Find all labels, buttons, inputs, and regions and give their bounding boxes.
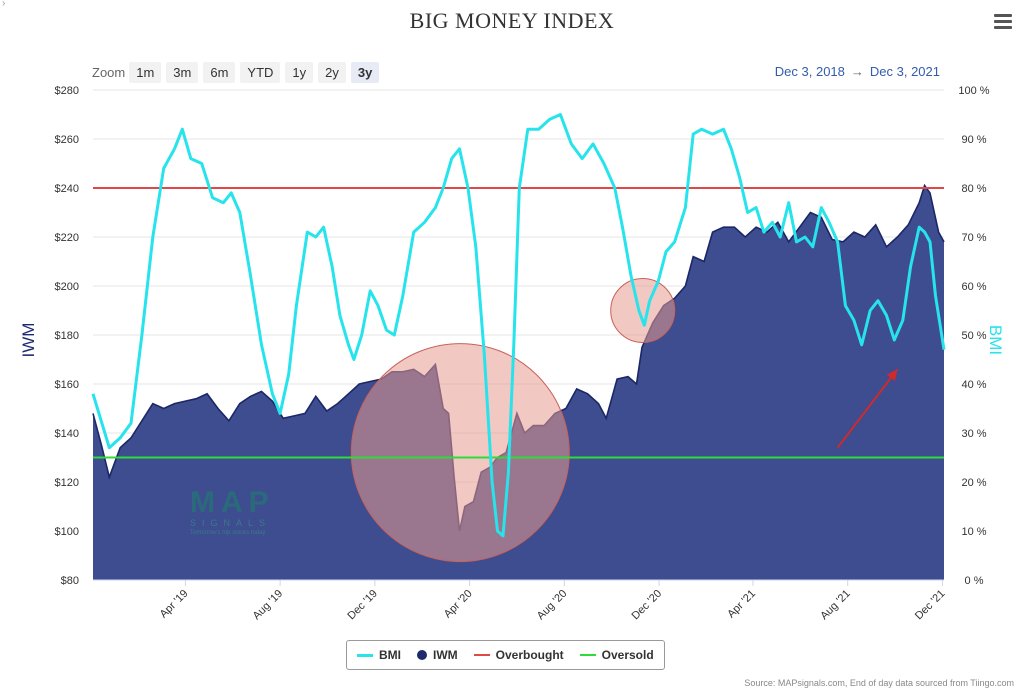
- y-left-tick-label: $80: [61, 575, 79, 587]
- date-range: Dec 3, 2018 → Dec 3, 2021: [775, 64, 940, 79]
- zoom-1y-button[interactable]: 1y: [285, 62, 314, 83]
- y-right-tick-label: 100 %: [958, 85, 989, 97]
- y-right-tick-label: 80 %: [961, 183, 986, 195]
- x-tick-label: Aug '21: [818, 588, 853, 623]
- zoom-label: Zoom: [92, 65, 126, 80]
- range-to[interactable]: Dec 3, 2021: [869, 64, 940, 79]
- y-left-tick-label: $220: [55, 232, 79, 244]
- x-tick-label: Dec '20: [630, 588, 665, 623]
- y-right-axis-title: BMI: [986, 325, 1005, 355]
- y-right-tick-label: 30 %: [961, 428, 986, 440]
- legend-label: IWM: [433, 648, 458, 662]
- y-left-tick-label: $120: [55, 477, 79, 489]
- bmi-line: [91, 113, 946, 538]
- highlight-circle: [610, 278, 676, 343]
- logo-sub: SIGNALS: [190, 518, 272, 528]
- zoom-controls: Zoom 1m 3m 6m YTD 1y 2y 3y: [92, 62, 384, 83]
- zoom-3y-button[interactable]: 3y: [350, 62, 380, 83]
- legend-label: Oversold: [601, 648, 654, 662]
- hamburger-menu-icon[interactable]: [994, 14, 1012, 30]
- y-left-tick-label: $200: [55, 281, 79, 293]
- chart-legend: BMI IWM Overbought Oversold: [346, 640, 665, 670]
- x-tick-label: Apr '21: [725, 588, 758, 621]
- y-left-tick-label: $260: [55, 134, 79, 146]
- y-left-tick-label: $160: [55, 379, 79, 391]
- series-layer: [91, 113, 946, 538]
- zoom-2y-button[interactable]: 2y: [318, 62, 346, 83]
- legend-item-bmi[interactable]: BMI: [357, 648, 401, 662]
- legend-symbol: [357, 653, 373, 657]
- y-left-tick-label: $140: [55, 428, 79, 440]
- zoom-1m-button[interactable]: 1m: [129, 62, 162, 83]
- iwm-area: [93, 185, 944, 580]
- x-tick-label: Apr '20: [442, 588, 475, 621]
- corner-mark: ›: [2, 0, 6, 9]
- zoom-3m-button[interactable]: 3m: [166, 62, 199, 83]
- y-left-tick-label: $280: [55, 85, 79, 97]
- legend-item-iwm[interactable]: IWM: [417, 648, 458, 662]
- y-right-tick-label: 40 %: [961, 379, 986, 391]
- annotation-arrow-head: [886, 369, 898, 382]
- range-arrow: →: [850, 64, 864, 79]
- legend-symbol: [473, 654, 490, 656]
- source-credit: Source: MAPsignals.com, End of day data …: [744, 678, 1014, 688]
- legend-symbol: [417, 650, 427, 660]
- chart-title: BIG MONEY INDEX: [409, 8, 615, 33]
- y-right-tick-label: 70 %: [961, 232, 986, 244]
- annotation-arrow-shaft: [836, 368, 899, 449]
- y-right-tick-label: 10 %: [961, 526, 986, 538]
- y-left-tick-label: $240: [55, 183, 79, 195]
- x-tick-label: Apr '19: [158, 588, 191, 621]
- annotation-layer: [350, 278, 899, 563]
- x-tick-label: Dec '21: [913, 588, 948, 623]
- y-left-tick-label: $100: [55, 526, 79, 538]
- logo-text: MAP: [190, 486, 275, 519]
- range-from[interactable]: Dec 3, 2018: [774, 64, 845, 79]
- zoom-ytd-button[interactable]: YTD: [240, 62, 281, 83]
- y-left-tick-label: $180: [55, 330, 79, 342]
- x-tick-label: Dec '19: [345, 588, 380, 623]
- y-right-tick-label: 20 %: [961, 477, 986, 489]
- y-left-axis-title: IWM: [19, 323, 38, 358]
- x-tick-label: Aug '20: [535, 588, 570, 623]
- logo-tagline: Tomorrow's top stocks today: [190, 530, 266, 536]
- highlight-circle: [350, 343, 570, 563]
- y-right-tick-label: 90 %: [961, 134, 986, 146]
- y-right-tick-label: 50 %: [961, 330, 986, 342]
- y-right-tick-label: 0 %: [965, 575, 984, 587]
- legend-item-overbought[interactable]: Overbought: [473, 648, 564, 662]
- legend-symbol: [579, 654, 596, 656]
- mapsignals-logo: MAP SIGNALS Tomorrow's top stocks today: [190, 486, 275, 536]
- legend-label: Overbought: [495, 648, 564, 662]
- legend-label: BMI: [379, 648, 401, 662]
- x-tick-label: Aug '19: [251, 588, 286, 623]
- zoom-6m-button[interactable]: 6m: [203, 62, 236, 83]
- legend-item-oversold[interactable]: Oversold: [579, 648, 654, 662]
- y-right-tick-label: 60 %: [961, 281, 986, 293]
